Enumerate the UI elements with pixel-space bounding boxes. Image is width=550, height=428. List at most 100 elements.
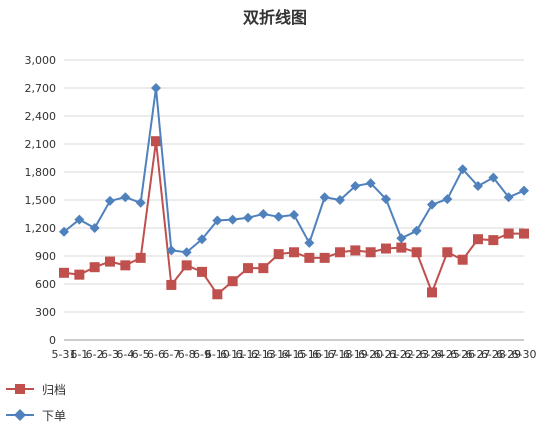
- data-point-order[interactable]: [74, 214, 85, 225]
- data-point-archive[interactable]: [365, 247, 376, 258]
- x-tick-label: 6-16: [297, 348, 322, 361]
- x-tick-label: 6-4: [116, 348, 134, 361]
- data-point-order[interactable]: [319, 192, 330, 203]
- data-point-archive[interactable]: [381, 243, 391, 254]
- x-tick-label: 6-7: [162, 348, 180, 361]
- data-point-order[interactable]: [105, 195, 115, 206]
- data-point-archive[interactable]: [319, 252, 330, 263]
- legend-item-order[interactable]: 下单: [6, 402, 66, 428]
- x-tick-label: 6-23: [404, 348, 429, 361]
- x-tick-label: 6-21: [374, 348, 399, 361]
- series-layer: [59, 83, 529, 300]
- x-tick-label: 5-31: [52, 348, 77, 361]
- data-point-archive[interactable]: [74, 269, 85, 280]
- y-tick-label: 1,800: [25, 166, 57, 179]
- data-point-archive[interactable]: [396, 242, 407, 253]
- data-point-archive[interactable]: [442, 247, 453, 258]
- y-tick-label: 0: [49, 334, 56, 347]
- data-point-order[interactable]: [197, 234, 207, 245]
- data-point-order[interactable]: [135, 197, 146, 208]
- data-point-order[interactable]: [304, 237, 315, 248]
- data-point-order[interactable]: [89, 223, 100, 233]
- x-tick-label: 6-30: [512, 348, 537, 361]
- legend-label-archive: 归档: [42, 382, 67, 397]
- data-point-order[interactable]: [289, 209, 299, 220]
- data-point-order[interactable]: [227, 214, 238, 225]
- legend: 归档 下单: [6, 376, 66, 428]
- data-point-order[interactable]: [181, 247, 192, 258]
- x-tick-label: 6-2: [86, 348, 104, 361]
- x-tick-label: 6-11: [220, 348, 245, 361]
- x-tick-label: 6-6: [147, 348, 165, 361]
- y-tick-label: 900: [35, 250, 56, 263]
- data-point-order[interactable]: [120, 192, 131, 203]
- data-point-archive[interactable]: [105, 256, 115, 267]
- x-tick-label: 6-14: [266, 348, 291, 361]
- y-tick-label: 300: [35, 306, 56, 319]
- x-tick-label: 6-5: [132, 348, 150, 361]
- data-point-order[interactable]: [350, 181, 361, 191]
- data-point-order[interactable]: [396, 233, 407, 244]
- data-point-order[interactable]: [365, 178, 376, 189]
- data-point-order[interactable]: [273, 211, 284, 222]
- x-tick-label: 6-1: [70, 348, 88, 361]
- y-tick-label: 1,200: [25, 222, 57, 235]
- data-point-archive[interactable]: [503, 228, 514, 239]
- y-axis: 0 300 600 900 1,200 1,500 1,800 2,100 2,400 2,700…: [25, 54, 57, 347]
- data-point-archive[interactable]: [166, 279, 177, 290]
- legend-marker-order: [6, 409, 34, 421]
- data-point-archive[interactable]: [289, 247, 299, 258]
- data-point-order[interactable]: [258, 209, 269, 219]
- data-point-archive[interactable]: [473, 234, 483, 245]
- data-point-archive[interactable]: [59, 267, 69, 278]
- data-point-archive[interactable]: [411, 247, 422, 258]
- data-point-order[interactable]: [411, 225, 422, 236]
- data-point-archive[interactable]: [135, 252, 146, 263]
- data-point-archive[interactable]: [197, 266, 207, 277]
- data-point-archive[interactable]: [304, 252, 315, 263]
- data-point-order[interactable]: [151, 83, 161, 93]
- data-point-archive[interactable]: [427, 287, 437, 298]
- data-point-order[interactable]: [243, 212, 253, 223]
- x-tick-label: 6-25: [435, 348, 460, 361]
- data-point-archive[interactable]: [227, 276, 238, 287]
- y-tick-label: 1,500: [25, 194, 57, 207]
- data-point-order[interactable]: [457, 164, 468, 175]
- data-point-order[interactable]: [488, 172, 499, 183]
- chart-title: 双折线图: [242, 8, 307, 27]
- legend-marker-archive: [6, 384, 34, 394]
- x-tick-label: 6-10: [205, 348, 230, 361]
- legend-item-archive[interactable]: 归档: [6, 376, 66, 402]
- data-point-archive[interactable]: [350, 245, 361, 256]
- data-point-order[interactable]: [166, 245, 177, 256]
- y-tick-label: 2,400: [25, 110, 57, 123]
- data-point-archive[interactable]: [488, 235, 499, 246]
- data-point-archive[interactable]: [258, 263, 269, 274]
- data-point-archive[interactable]: [89, 262, 100, 273]
- data-point-order[interactable]: [381, 194, 391, 205]
- data-point-order[interactable]: [473, 181, 483, 191]
- data-point-order[interactable]: [442, 194, 453, 205]
- data-point-order[interactable]: [519, 185, 529, 196]
- data-point-order[interactable]: [427, 199, 437, 210]
- data-point-archive[interactable]: [120, 260, 131, 271]
- data-point-order[interactable]: [59, 226, 69, 237]
- x-axis: 5-316-16-26-36-46-56-66-76-86-96-106-116…: [52, 348, 537, 361]
- data-point-order[interactable]: [212, 215, 223, 226]
- x-tick-label: 6-28: [481, 348, 506, 361]
- data-point-archive[interactable]: [273, 249, 284, 260]
- x-tick-label: 6-12: [236, 348, 261, 361]
- data-point-order[interactable]: [335, 195, 345, 205]
- x-tick-label: 6-17: [312, 348, 337, 361]
- data-point-archive[interactable]: [335, 247, 345, 258]
- data-point-archive[interactable]: [519, 228, 529, 239]
- data-point-order[interactable]: [503, 192, 514, 203]
- data-point-archive[interactable]: [181, 260, 192, 271]
- data-point-archive[interactable]: [457, 254, 468, 265]
- y-tick-label: 2,700: [25, 82, 57, 95]
- data-point-archive[interactable]: [151, 136, 161, 147]
- data-point-archive[interactable]: [212, 289, 223, 300]
- x-tick-label: 6-29: [496, 348, 521, 361]
- data-point-archive[interactable]: [243, 263, 253, 274]
